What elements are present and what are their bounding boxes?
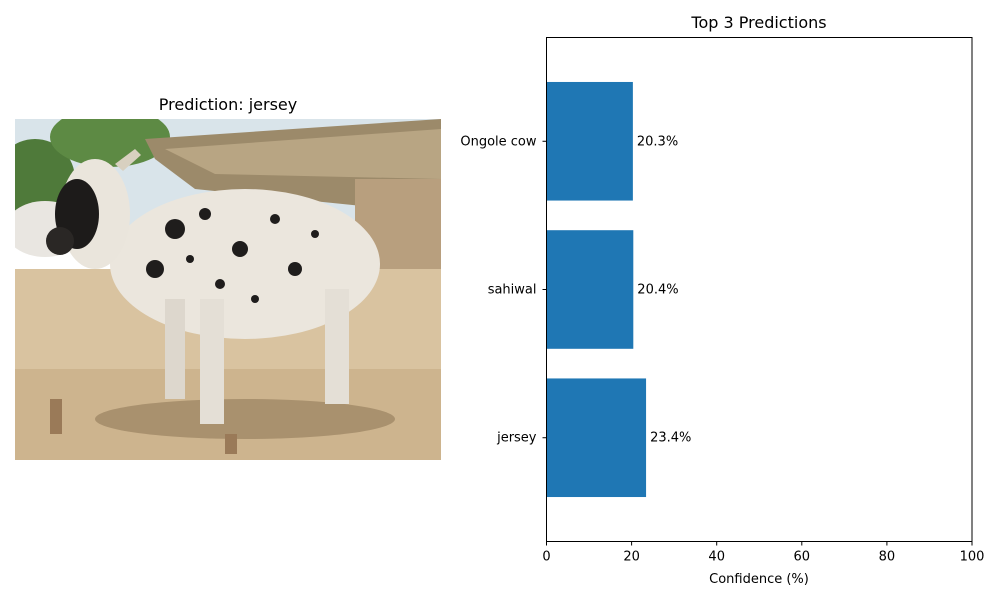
prediction-title: Prediction: jersey <box>158 95 298 114</box>
x-tick-label-2: 40 <box>708 550 725 565</box>
x-tick-label-4: 80 <box>879 550 896 565</box>
cow-photo <box>15 119 441 460</box>
bar-2 <box>546 81 633 201</box>
chart-title: Top 3 Predictions <box>691 13 827 32</box>
x-axis-label: Confidence (%) <box>709 572 809 587</box>
x-tick-label-5: 100 <box>960 550 985 565</box>
bar-value-label-1: 20.4% <box>637 283 678 298</box>
y-tick-label-2: Ongole cow <box>460 134 537 149</box>
bar-0 <box>546 378 647 498</box>
x-tick-label-1: 20 <box>623 550 640 565</box>
bar-1 <box>546 230 634 349</box>
bar-value-label-0: 23.4% <box>650 431 691 446</box>
y-tick-label-0: jersey <box>496 431 537 446</box>
x-tick-label-3: 60 <box>794 550 811 565</box>
x-tick-label-0: 0 <box>542 550 550 565</box>
bar-value-label-2: 20.3% <box>637 134 678 149</box>
y-tick-label-1: sahiwal <box>488 283 537 298</box>
